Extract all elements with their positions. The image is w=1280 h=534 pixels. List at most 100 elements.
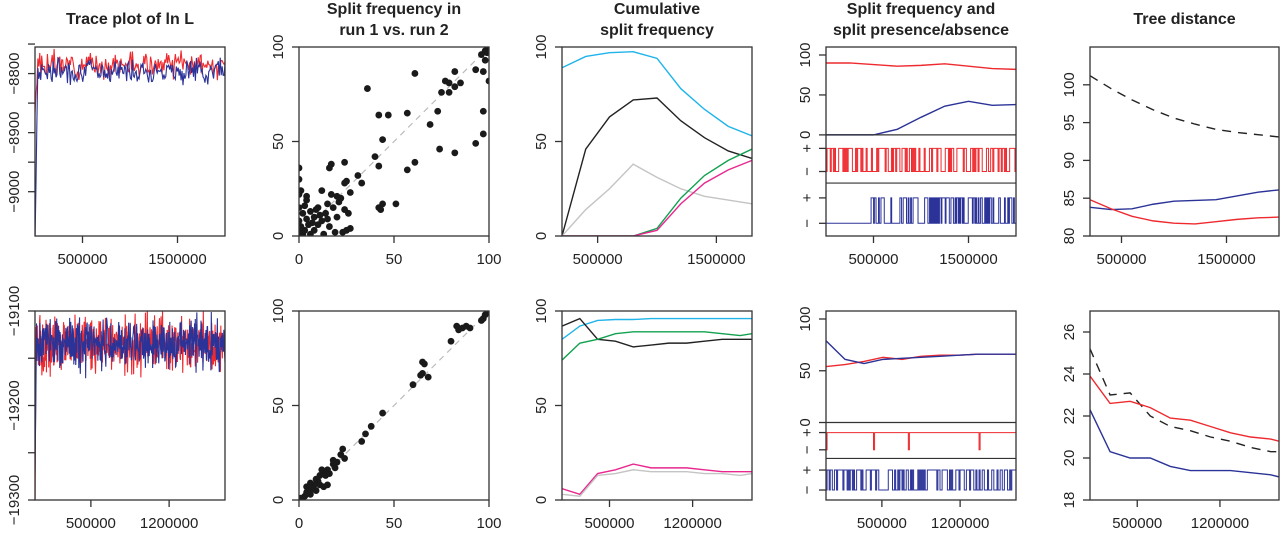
- y-tick-label: 22: [1061, 408, 1078, 425]
- panel-r2c4: + − + − 0 50 100 500000 1200000: [797, 306, 1017, 532]
- panel-r2c5: 18 20 22 24 26 500000 1200000: [1061, 310, 1280, 532]
- chart-title: split presence/absence: [833, 22, 1009, 39]
- y-tick-label: 100: [270, 298, 287, 323]
- x-tick-label: 500000: [1112, 515, 1162, 532]
- scatter-point: [479, 107, 487, 115]
- chart-title: Split frequency in: [327, 1, 461, 18]
- x-tick-label: 500000: [57, 251, 107, 268]
- scatter-point: [354, 172, 362, 179]
- scatter-point: [392, 200, 400, 208]
- scatter-point: [326, 223, 333, 230]
- y-tick-label: 100: [1061, 72, 1078, 97]
- y-tick-label: 100: [270, 34, 287, 59]
- scatter-point: [308, 219, 316, 227]
- series-line-magenta: [562, 463, 752, 496]
- scatter-point: [478, 317, 485, 324]
- scatter-point: [457, 79, 464, 87]
- series-line-red: [1090, 375, 1279, 442]
- scatter-point: [299, 494, 305, 500]
- series-line-black: [562, 317, 752, 348]
- scatter-point: [318, 466, 326, 474]
- scatter-point: [419, 369, 426, 377]
- scatter-point: [339, 228, 347, 236]
- series-line-black: [1090, 75, 1279, 138]
- scatter-point: [409, 381, 417, 389]
- y-tick-label: +: [799, 428, 816, 437]
- y-tick-label: 95: [1061, 114, 1078, 131]
- scatter-point: [436, 145, 443, 153]
- scatter-point: [426, 121, 434, 128]
- y-tick-label: 0: [797, 418, 814, 426]
- scatter-point: [324, 481, 331, 489]
- x-tick-label: 1200000: [1191, 515, 1249, 532]
- scatter-point: [299, 209, 307, 217]
- scatter-point: [453, 322, 461, 330]
- scatter-point: [299, 164, 303, 172]
- scatter-point: [379, 136, 386, 144]
- y-tick-label: 50: [533, 133, 550, 150]
- series-line-red: [1090, 199, 1279, 225]
- scatter-point: [310, 213, 318, 221]
- scatter-point: [324, 215, 331, 223]
- y-tick-label: 26: [1061, 324, 1078, 341]
- panel-r1c5: Tree distance 80 85 90 95 100 500000 1500000: [1061, 11, 1280, 268]
- scatter-point: [447, 337, 455, 345]
- series-line-red: [826, 62, 1016, 71]
- x-tick-label: 1200000: [931, 515, 989, 532]
- scatter-point: [421, 360, 428, 368]
- x-tick-label: 100: [476, 515, 501, 532]
- scatter-point: [479, 130, 487, 138]
- x-tick-label: 1500000: [687, 251, 745, 268]
- scatter-point: [324, 200, 331, 208]
- series-line-green: [562, 148, 752, 236]
- scatter-point: [329, 204, 337, 212]
- scatter-point: [434, 107, 442, 115]
- panel-r1c4: Split frequency and split presence/absenc…: [797, 1, 1017, 268]
- x-tick-label: 500000: [848, 251, 898, 268]
- y-tick-label: −: [799, 219, 816, 228]
- scatter-point: [341, 179, 348, 187]
- scatter-point: [358, 179, 366, 187]
- series-line-red: [35, 48, 225, 115]
- scatter-point: [299, 223, 305, 230]
- scatter-point: [358, 438, 366, 445]
- scatter-point: [341, 158, 348, 166]
- diagonal-reference-line: [299, 311, 489, 500]
- series-line-red: [826, 353, 1016, 368]
- scatter-point: [316, 211, 324, 219]
- scatter-point: [303, 196, 310, 204]
- x-tick-label: 50: [386, 251, 403, 268]
- scatter-point: [331, 228, 339, 236]
- scatter-point: [299, 228, 303, 236]
- y-tick-label: −8800: [6, 53, 23, 95]
- y-tick-label: 100: [533, 298, 550, 323]
- scatter-point: [377, 206, 385, 213]
- y-tick-label: 20: [1061, 450, 1078, 467]
- scatter-point: [326, 470, 333, 477]
- y-tick-label: 50: [533, 397, 550, 414]
- series-line-black: [562, 97, 752, 236]
- scatter-point: [438, 88, 445, 96]
- scatter-point: [327, 191, 335, 198]
- y-tick-label: 50: [270, 397, 287, 414]
- plot-area: [35, 311, 225, 500]
- x-tick-label: 500000: [66, 515, 116, 532]
- chart-title: Tree distance: [1133, 11, 1235, 28]
- scatter-point: [346, 189, 354, 196]
- scatter-point: [364, 85, 371, 92]
- y-tick-label: 50: [797, 87, 814, 104]
- x-tick-label: 1200000: [663, 515, 721, 532]
- y-tick-label: 0: [533, 232, 550, 240]
- y-tick-label: −9000: [6, 171, 23, 213]
- chart-title: run 1 vs. run 2: [339, 22, 448, 39]
- scatter-point: [375, 162, 383, 170]
- scatter-point: [307, 230, 314, 236]
- series-line-blue: [35, 311, 225, 475]
- plot-area: [826, 340, 1016, 491]
- scatter-point: [335, 198, 343, 206]
- scatter-point: [307, 208, 314, 215]
- diagonal-reference-line: [299, 47, 489, 236]
- x-tick-label: 1500000: [939, 251, 997, 268]
- x-tick-label: 500000: [1096, 251, 1146, 268]
